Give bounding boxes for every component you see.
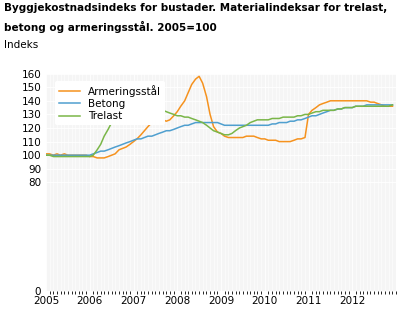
Betong — [44, 153, 48, 157]
Trelast — [233, 129, 238, 132]
Trelast — [51, 155, 56, 158]
Betong — [91, 152, 96, 156]
Trelast — [390, 103, 395, 107]
Trelast — [146, 108, 150, 112]
Armeringsstål — [95, 156, 100, 160]
Armeringsstål — [390, 104, 395, 108]
Armeringsstål — [226, 136, 231, 140]
Line: Trelast: Trelast — [46, 105, 392, 156]
Armeringsstål — [368, 100, 373, 104]
Betong — [230, 123, 234, 127]
Armeringsstål — [197, 74, 202, 78]
Betong — [364, 103, 369, 107]
Betong — [361, 104, 366, 108]
Text: Byggjekostnadsindeks for bustader. Materialindeksar for trelast,: Byggjekostnadsindeks for bustader. Mater… — [4, 3, 387, 13]
Trelast — [44, 153, 48, 157]
Trelast — [95, 148, 100, 152]
Trelast — [197, 119, 202, 123]
Legend: Armeringsstål, Betong, Trelast: Armeringsstål, Betong, Trelast — [55, 81, 165, 125]
Betong — [142, 136, 147, 140]
Text: Indeks: Indeks — [4, 40, 38, 50]
Armeringsstål — [200, 81, 205, 85]
Text: betong og armeringsstål. 2005=100: betong og armeringsstål. 2005=100 — [4, 21, 217, 33]
Betong — [193, 121, 198, 124]
Betong — [390, 103, 395, 107]
Line: Armeringsstål: Armeringsstål — [46, 76, 392, 158]
Trelast — [222, 133, 227, 137]
Trelast — [364, 104, 369, 108]
Armeringsstål — [44, 152, 48, 156]
Armeringsstål — [91, 155, 96, 158]
Line: Betong: Betong — [46, 105, 392, 155]
Armeringsstål — [237, 136, 242, 140]
Betong — [218, 122, 223, 126]
Armeringsstål — [146, 125, 150, 129]
